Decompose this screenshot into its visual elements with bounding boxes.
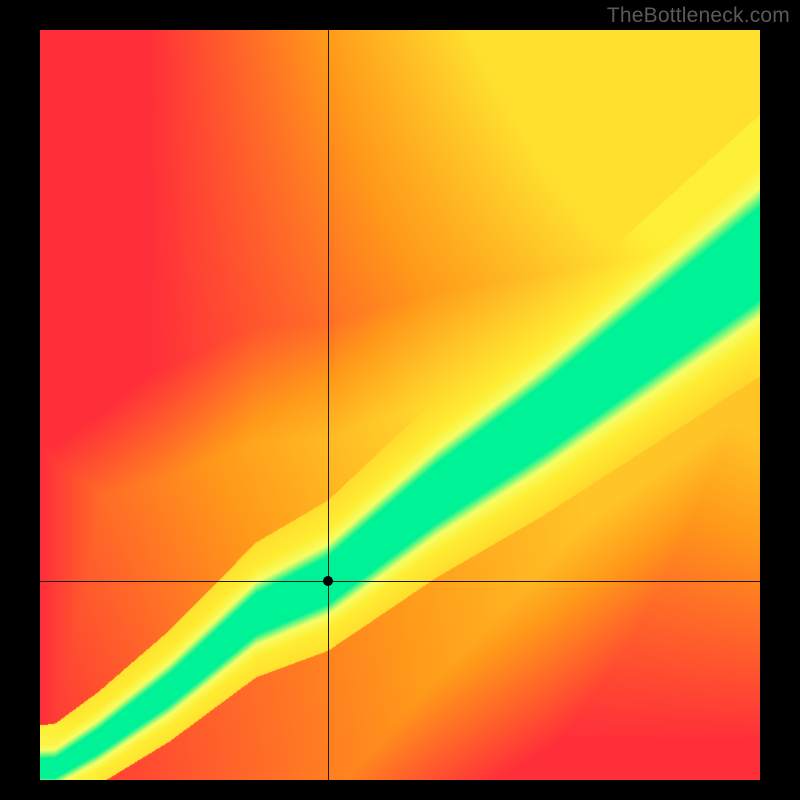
crosshair-vertical <box>328 30 329 780</box>
crosshair-horizontal <box>40 581 760 582</box>
bottleneck-heatmap <box>40 30 760 780</box>
attribution-text: TheBottleneck.com <box>607 4 790 28</box>
figure-root: { "attribution": "TheBottleneck.com", "p… <box>0 0 800 800</box>
selected-point-marker <box>323 576 333 586</box>
heatmap-canvas-holder <box>40 30 760 780</box>
heatmap-canvas <box>40 30 760 780</box>
